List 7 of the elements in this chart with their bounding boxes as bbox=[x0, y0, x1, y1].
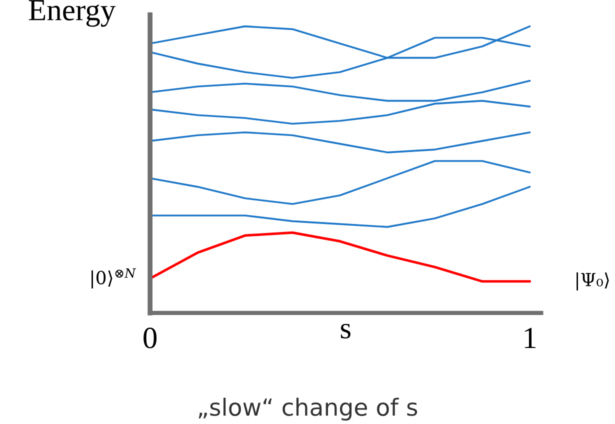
x-tick-label: 1 bbox=[524, 328, 536, 348]
text: „slow“ change of s bbox=[198, 398, 418, 421]
annotation: |0⟩$^{⊗N}$ bbox=[92, 268, 136, 288]
x-tick-label: 0 bbox=[144, 328, 157, 348]
x-axis-title: s bbox=[340, 324, 350, 339]
y-axis-title: Energy bbox=[28, 0, 116, 27]
annotation: |Ψ₀⟩ bbox=[576, 272, 609, 290]
